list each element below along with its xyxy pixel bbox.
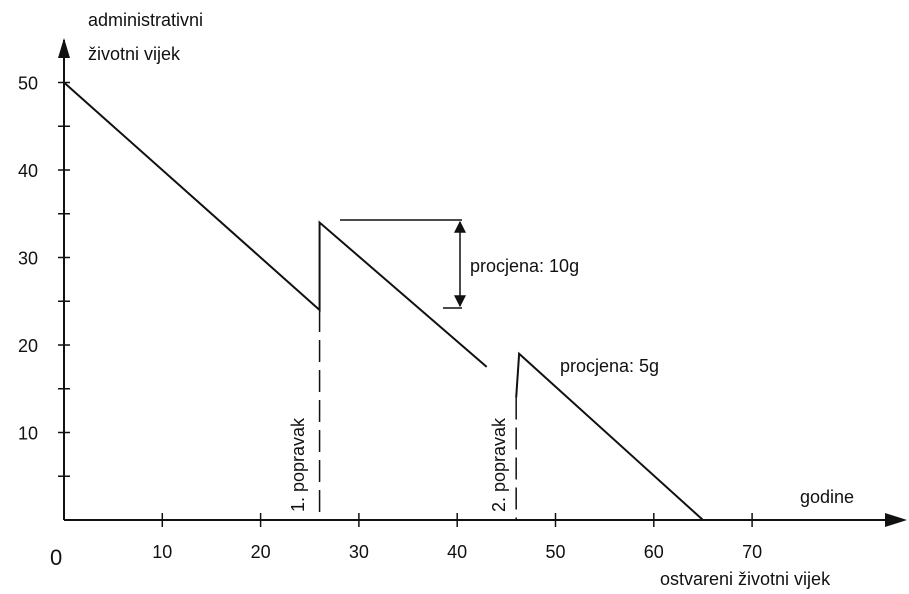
x-tick-label: 10 bbox=[152, 542, 172, 562]
x-tick-label: 30 bbox=[349, 542, 369, 562]
y-tick-label: 20 bbox=[18, 336, 38, 356]
annotation-1: procjena: 10g bbox=[470, 256, 579, 276]
y-tick-label: 50 bbox=[18, 74, 38, 94]
series-line bbox=[63, 81, 488, 368]
annotation-2: procjena: 5g bbox=[560, 356, 659, 376]
y-tick-label: 10 bbox=[18, 424, 38, 444]
y-axis-title-line1: administrativni bbox=[88, 10, 203, 30]
y-tick-label: 40 bbox=[18, 161, 38, 181]
y-axis-arrow-icon bbox=[58, 38, 70, 58]
x-tick-label: 50 bbox=[545, 542, 565, 562]
x-tick-label: 40 bbox=[447, 542, 467, 562]
origin-label: 0 bbox=[50, 545, 62, 570]
y-tick-label: 30 bbox=[18, 249, 38, 269]
x-axis-title-bottom: ostvareni životni vijek bbox=[660, 569, 831, 589]
series-line bbox=[515, 351, 704, 521]
x-tick-label: 60 bbox=[644, 542, 664, 562]
x-tick-label: 70 bbox=[742, 542, 762, 562]
x-axis-arrow-icon bbox=[885, 513, 907, 527]
x-tick-label: 20 bbox=[251, 542, 271, 562]
x-axis-title-right: godine bbox=[800, 487, 854, 507]
repair-1-label: 1. popravak bbox=[288, 417, 308, 512]
repair-2-label: 2. popravak bbox=[489, 417, 509, 512]
y-axis-title-line2: životni vijek bbox=[88, 44, 181, 64]
